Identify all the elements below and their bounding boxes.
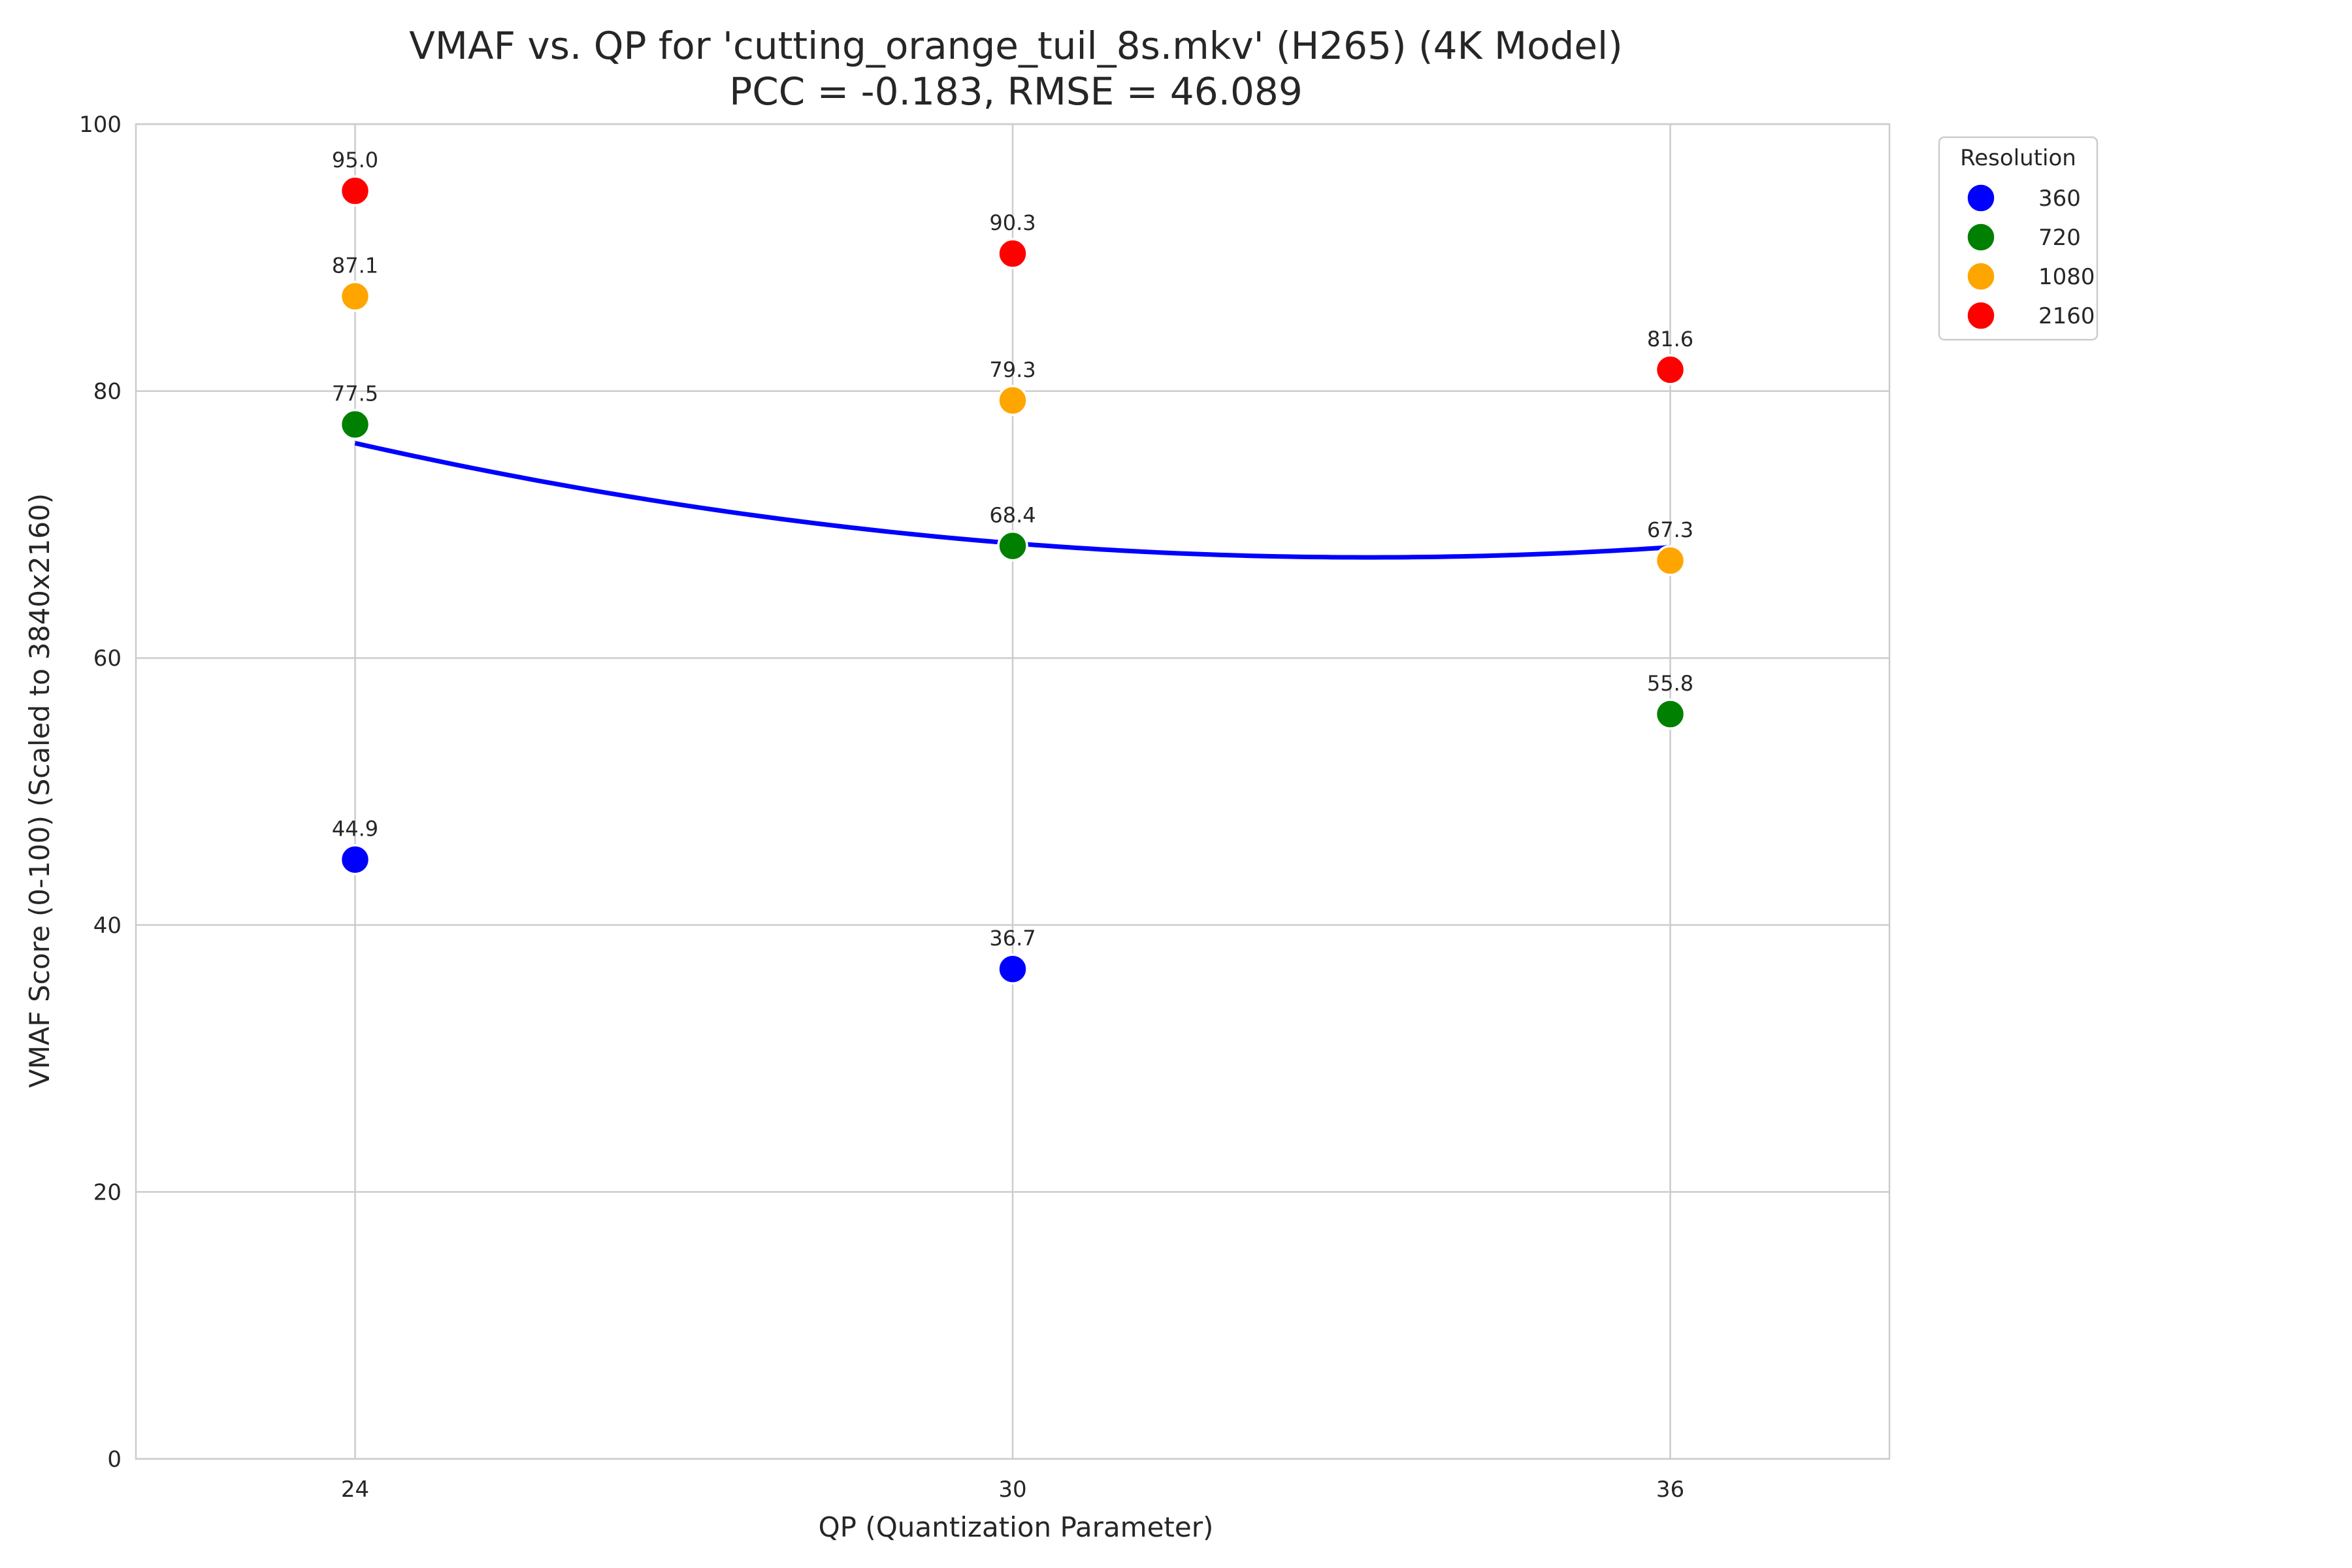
x-axis-label: QP (Quantization Parameter): [819, 1511, 1214, 1543]
axis-ticks: 0 20 40 60 80 100 24 30 36: [79, 112, 1684, 1503]
data-value-label: 36.7: [989, 926, 1036, 951]
legend-label-1080: 1080: [2038, 264, 2095, 290]
y-tick-label: 20: [93, 1179, 122, 1205]
legend-marker-2160: [1965, 300, 1997, 331]
legend-title: Resolution: [1960, 145, 2076, 171]
y-tick-label: 60: [93, 645, 122, 672]
data-point-1080: [997, 385, 1028, 416]
legend-label-360: 360: [2038, 186, 2081, 212]
data-point-1080: [1654, 545, 1686, 576]
data-point-2160: [1654, 354, 1686, 385]
data-value-label: 95.0: [332, 148, 378, 172]
data-value-label: 68.4: [989, 503, 1036, 528]
legend-marker-360: [1965, 182, 1997, 214]
chart-subtitle: PCC = -0.183, RMSE = 46.089: [729, 69, 1303, 114]
legend-marker-1080: [1965, 261, 1997, 292]
x-tick-label: 36: [1656, 1477, 1684, 1503]
y-tick-label: 40: [93, 913, 122, 939]
legend-label-2160: 2160: [2038, 303, 2095, 329]
chart-title: VMAF vs. QP for 'cutting_orange_tuil_8s.…: [409, 24, 1623, 68]
data-value-label: 81.6: [1647, 327, 1693, 351]
x-tick-label: 30: [998, 1477, 1026, 1503]
legend-items: 360 720 1080 2160: [1965, 182, 2095, 331]
y-tick-label: 100: [79, 112, 122, 138]
data-value-label: 87.1: [332, 253, 378, 278]
x-tick-label: 24: [341, 1477, 369, 1503]
data-labels: 44.9 36.7 77.5 68.4 55.8 87.1 79.3 67.3 95.0 90.3…: [332, 148, 1693, 951]
data-value-label: 77.5: [332, 382, 378, 406]
data-value-label: 79.3: [989, 357, 1036, 382]
data-point-720: [1654, 698, 1686, 730]
legend-label-720: 720: [2038, 225, 2081, 251]
legend-marker-720: [1965, 221, 1997, 253]
data-value-label: 55.8: [1647, 671, 1693, 696]
plot-frame: [135, 123, 1891, 1460]
data-point-2160: [997, 238, 1028, 269]
data-point-360: [997, 953, 1028, 985]
data-points: [339, 175, 1686, 985]
y-tick-label: 80: [93, 379, 122, 405]
data-point-1080: [339, 280, 371, 312]
y-tick-label: 0: [107, 1446, 122, 1473]
legend: Resolution 360 720 1080 2160: [1938, 136, 2099, 341]
data-point-2160: [339, 175, 371, 206]
data-value-label: 44.9: [332, 817, 378, 841]
data-point-720: [339, 408, 371, 440]
data-point-360: [339, 843, 371, 875]
data-value-label: 67.3: [1647, 517, 1693, 542]
data-value-label: 90.3: [989, 210, 1036, 235]
data-point-720: [997, 530, 1028, 562]
y-axis-label: VMAF Score (0-100) (Scaled to 3840x2160): [24, 493, 56, 1088]
